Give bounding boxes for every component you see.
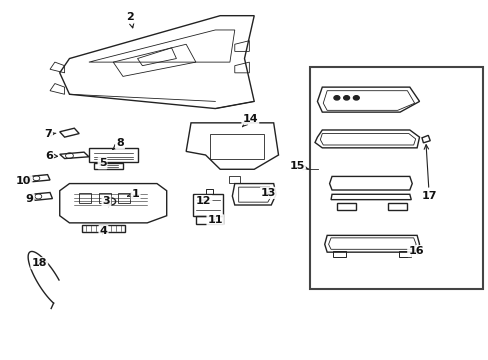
Text: 17: 17 (421, 145, 436, 201)
Text: 2: 2 (126, 13, 134, 28)
Text: 3: 3 (102, 196, 110, 206)
Text: 8: 8 (113, 138, 123, 149)
Text: 12: 12 (196, 196, 211, 206)
Text: 7: 7 (44, 129, 56, 139)
Circle shape (333, 96, 339, 100)
Bar (79, 193, 91, 203)
Text: 15: 15 (289, 161, 308, 171)
Text: 1: 1 (127, 189, 139, 199)
Text: 11: 11 (207, 215, 223, 225)
Bar (333, 251, 345, 257)
Bar (309, 67, 482, 289)
Text: 6: 6 (45, 151, 58, 161)
Text: 4: 4 (100, 226, 107, 236)
Text: 18: 18 (32, 258, 47, 268)
Circle shape (353, 96, 359, 100)
Bar (205, 189, 212, 194)
Bar (99, 193, 111, 203)
Text: 5: 5 (99, 158, 106, 168)
Circle shape (343, 96, 349, 100)
Text: 14: 14 (242, 113, 258, 127)
Bar (118, 193, 130, 203)
Bar (398, 251, 410, 257)
Text: 9: 9 (25, 194, 34, 204)
Text: 13: 13 (261, 188, 276, 198)
Text: 10: 10 (16, 176, 31, 186)
Text: 16: 16 (407, 246, 423, 256)
